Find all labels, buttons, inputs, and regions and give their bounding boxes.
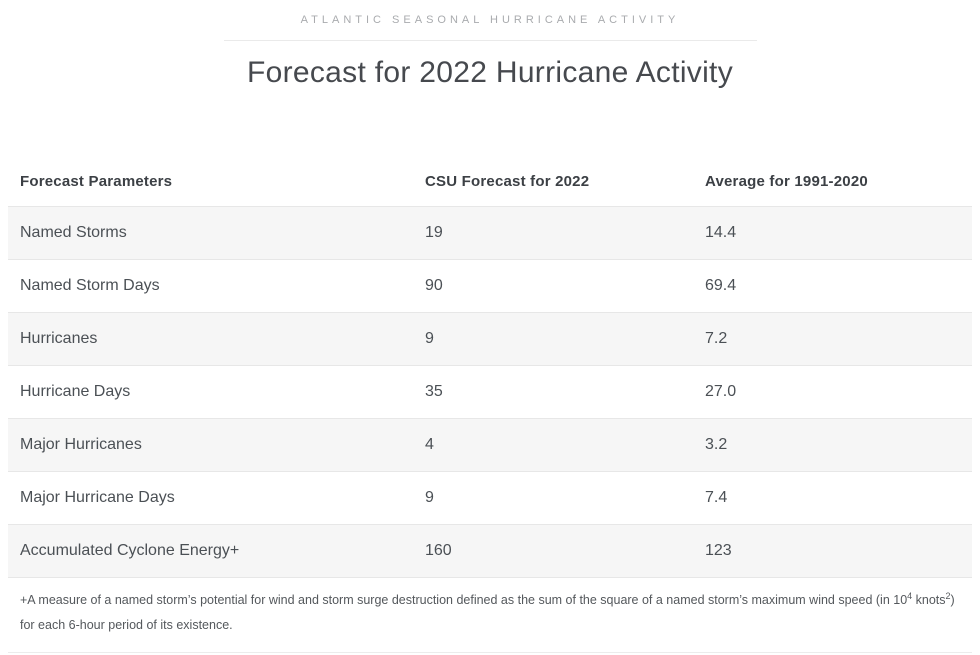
bottom-divider	[8, 652, 972, 653]
cell-parameter: Hurricanes	[20, 330, 98, 347]
cell-csu-forecast: 19	[425, 224, 443, 241]
cell-parameter: Hurricane Days	[20, 383, 131, 400]
cell-average: 7.4	[705, 489, 728, 506]
table-body: Named Storms 19 14.4 Named Storm Days 90…	[8, 207, 972, 578]
page-title: Forecast for 2022 Hurricane Activity	[247, 56, 733, 89]
cell-average: 69.4	[705, 277, 737, 294]
table-row: Hurricane Days 35 27.0	[8, 366, 972, 419]
cell-csu-forecast: 90	[425, 277, 443, 294]
cell-parameter: Named Storm Days	[20, 277, 160, 294]
cell-parameter: Accumulated Cyclone Energy+	[20, 542, 240, 559]
cell-csu-forecast: 9	[425, 330, 434, 347]
cell-csu-forecast: 160	[425, 542, 452, 559]
footnote-superscript-exponent: 4	[907, 590, 913, 601]
forecast-table: Forecast Parameters CSU Forecast for 202…	[8, 157, 972, 578]
column-header-forecast-parameters: Forecast Parameters	[20, 173, 173, 190]
footnote-superscript-squared: 2	[945, 590, 951, 601]
table-row: Major Hurricanes 4 3.2	[8, 419, 972, 472]
cell-csu-forecast: 9	[425, 489, 434, 506]
eyebrow-divider	[223, 40, 757, 41]
footnote: +A measure of a named storm’s potential …	[20, 588, 965, 638]
table-row: Named Storms 19 14.4	[8, 207, 972, 260]
cell-average: 3.2	[705, 436, 728, 453]
footnote-text-2: knots	[912, 593, 946, 607]
section-eyebrow: ATLANTIC SEASONAL HURRICANE ACTIVITY	[300, 14, 680, 26]
table-row: Accumulated Cyclone Energy+ 160 123	[8, 525, 972, 578]
footnote-text-3: ) for each 6-hour period of its existenc…	[20, 593, 955, 632]
table-row: Major Hurricane Days 9 7.4	[8, 472, 972, 525]
table-row: Named Storm Days 90 69.4	[8, 260, 972, 313]
column-header-csu-forecast-2022: CSU Forecast for 2022	[425, 173, 590, 190]
cell-average: 7.2	[705, 330, 728, 347]
column-header-average-1991-2020: Average for 1991-2020	[705, 173, 868, 190]
cell-parameter: Major Hurricane Days	[20, 489, 175, 506]
cell-parameter: Named Storms	[20, 224, 127, 241]
cell-average: 27.0	[705, 383, 737, 400]
cell-csu-forecast: 4	[425, 436, 434, 453]
cell-average: 123	[705, 542, 732, 559]
footnote-text-1: +A measure of a named storm’s potential …	[20, 593, 908, 607]
table-row: Hurricanes 9 7.2	[8, 313, 972, 366]
cell-parameter: Major Hurricanes	[20, 436, 142, 453]
cell-csu-forecast: 35	[425, 383, 443, 400]
table-header-row: Forecast Parameters CSU Forecast for 202…	[8, 157, 972, 207]
cell-average: 14.4	[705, 224, 737, 241]
